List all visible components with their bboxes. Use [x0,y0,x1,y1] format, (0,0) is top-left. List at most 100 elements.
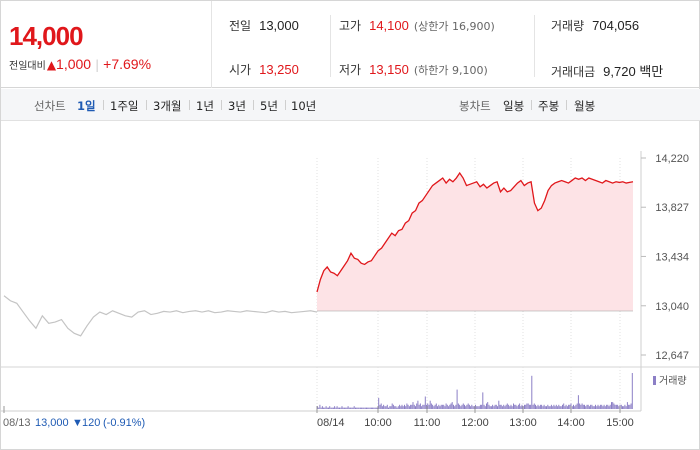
volume-bar [612,402,614,409]
volume-bar [486,403,487,409]
volume-bar [340,407,342,409]
volume-bar [450,403,452,409]
volume-bar [470,406,472,409]
volume-bar [492,404,494,409]
volume-bar [624,404,626,409]
volume-bar [630,403,632,409]
volume-bar [343,407,345,409]
volume-bar [487,402,489,409]
volume-bar [521,404,523,409]
current-price: 14,000 [9,21,84,51]
volume-bar [513,403,514,409]
stat-divider [534,15,535,77]
volume-bar [386,404,388,409]
volume-bar [359,407,361,409]
volume-bar [559,406,561,409]
volume-bar [497,406,498,409]
volume-bar [362,407,364,409]
volume-bar [547,404,549,409]
volume-bar [336,406,338,409]
volume-bar [505,404,507,409]
tab-1week[interactable]: 1주일 [110,99,139,113]
volume-bar [574,406,576,409]
volume-bar [530,404,532,409]
volume-bar [531,375,533,409]
volume-bar [466,404,468,409]
prev-day-line [3,295,318,337]
volume-bar [329,406,331,409]
stat-low: 저가 13,150 (하한가 9,100) [339,61,488,78]
volume-bar [599,404,601,409]
volume-legend-swatch [653,376,656,385]
volume-bar [613,403,615,409]
volume-bar [535,404,536,409]
volume-bar [460,406,462,409]
stat-value: 9,720 백만 [603,64,664,79]
volume-bar [375,407,377,409]
volume-bar [427,403,429,409]
volume-bar [351,407,353,409]
volume-bar [379,404,381,409]
volume-bar [603,404,605,409]
volume-bar [321,406,323,409]
tab-daily-candle[interactable]: 일봉 [503,99,525,113]
volume-bar [345,407,347,409]
volume-bar [358,407,360,409]
tab-3month[interactable]: 3개월 [153,99,182,113]
change-percent: +7.69% [103,56,152,72]
tab-1year[interactable]: 1년 [196,99,214,113]
volume-bar [406,403,408,409]
volume-bar [453,404,454,409]
volume-bar [352,407,354,409]
change-divider: | [95,58,100,72]
volume-bar [544,406,546,409]
volume-bar [584,404,585,409]
volume-bar [622,406,623,409]
tab-3year[interactable]: 3년 [228,99,246,113]
x-label-prev-date: 08/13 [3,417,31,429]
tab-monthly-candle[interactable]: 월봉 [574,99,596,113]
tab-10year[interactable]: 10년 [291,99,317,113]
volume-bar [582,404,584,409]
volume-bar [542,406,544,409]
volume-bar [457,403,459,409]
volume-bar [481,404,483,409]
volume-bar [378,397,380,409]
volume-bar [364,407,366,409]
stat-label: 고가 [339,19,362,33]
volume-bar [468,404,470,409]
volume-bar [509,406,511,409]
volume-bar [601,404,603,409]
volume-bar [390,406,392,409]
volume-bar [579,403,581,409]
tab-5year[interactable]: 5년 [260,99,278,113]
tab-weekly-candle[interactable]: 주봉 [538,99,560,113]
y-tick-label: 13,827 [655,202,689,214]
tab-1day[interactable]: 1일 [77,99,96,113]
volume-bar [348,407,350,409]
volume-bar [461,404,463,409]
stat-value: 13,250 [259,62,299,77]
volume-bar [394,406,396,409]
volume-bar [328,407,329,409]
volume-bar [397,406,399,409]
volume-bar [563,403,565,409]
volume-bar [541,404,543,409]
volume-bar [353,406,355,409]
volume-bar [441,404,443,409]
volume-bar [479,404,481,409]
tab-divider [253,100,254,110]
up-arrow-icon: ▲ [46,58,57,72]
volume-bar [515,404,517,409]
volume-bar [517,404,519,409]
y-tick-label: 14,220 [655,153,689,165]
volume-bar [539,404,541,409]
volume-bar [569,404,571,409]
volume-bar [341,406,343,409]
volume-bar [546,406,547,409]
upper-limit: (상한가 16,900) [413,20,495,33]
volume-bar [467,403,469,409]
volume-bar [433,406,435,409]
volume-bar [607,404,609,409]
